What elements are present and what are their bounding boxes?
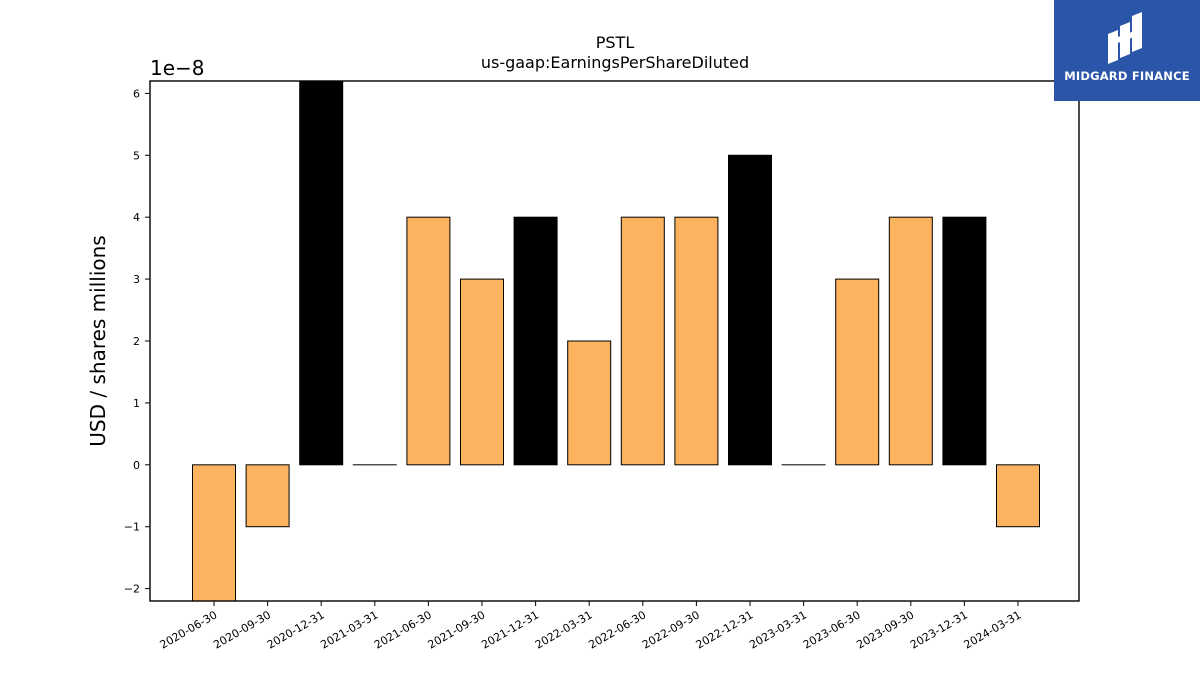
y-tick-label: −1 <box>124 521 140 534</box>
bar-2022-03-31 <box>567 340 612 466</box>
midgard-finance-logo: MIDGARD FINANCE <box>1054 0 1200 101</box>
x-tick-label: 2021-03-31 <box>318 608 380 651</box>
logo-text: MIDGARD FINANCE <box>1064 69 1190 83</box>
x-tick-label: 2024-03-31 <box>962 608 1024 651</box>
x-tick-label: 2020-06-30 <box>158 608 220 651</box>
x-tick-label: 2023-09-30 <box>854 608 916 651</box>
y-tick-label: 2 <box>133 335 140 348</box>
bar-2022-06-30 <box>620 216 665 466</box>
x-tick-label: 2023-12-31 <box>908 608 970 651</box>
x-tick-label: 2022-09-30 <box>640 608 702 651</box>
x-tick-label: 2021-09-30 <box>426 608 488 651</box>
y-axis: −2 −1 0 1 2 3 4 5 6 <box>124 87 150 596</box>
plot-frame <box>149 80 1080 602</box>
midgard-logo-icon <box>1108 12 1142 64</box>
bars-group <box>192 80 1040 602</box>
x-tick-label: 2020-12-31 <box>265 608 327 651</box>
y-tick-label: 5 <box>133 149 140 162</box>
x-tick-label: 2021-06-30 <box>372 608 434 651</box>
bar-2024-03-31 <box>996 464 1040 528</box>
x-tick-label: 2022-06-30 <box>586 608 648 651</box>
y-tick-label: 1 <box>133 397 140 410</box>
y-tick-label: 0 <box>133 459 140 472</box>
x-tick-label: 2023-03-31 <box>747 608 809 651</box>
bar-2022-09-30 <box>674 216 719 466</box>
x-axis: 2020-06-302020-09-302020-12-312021-03-31… <box>158 601 1024 652</box>
bar-2021-06-30 <box>406 216 451 466</box>
y-axis-label: USD / shares millions <box>86 235 110 446</box>
x-tick-label: 2022-03-31 <box>533 608 595 651</box>
bar-2022-12-31 <box>728 154 772 466</box>
x-tick-label: 2021-12-31 <box>479 608 541 651</box>
bar-2021-12-31 <box>513 216 558 466</box>
bar-2023-09-30 <box>888 216 933 466</box>
chart-title: PSTL <box>596 33 635 52</box>
y-tick-label: 6 <box>133 87 140 100</box>
bar-2020-12-31 <box>299 80 344 466</box>
chart-subtitle: us-gaap:EarningsPerShareDiluted <box>481 53 749 72</box>
y-tick-label: 4 <box>133 211 140 224</box>
bar-2020-06-30 <box>192 464 236 602</box>
x-tick-label: 2020-09-30 <box>211 608 273 651</box>
x-tick-label: 2023-06-30 <box>801 608 863 651</box>
bar-2021-09-30 <box>460 278 504 466</box>
bar-2023-12-31 <box>942 216 987 466</box>
y-tick-label: 3 <box>133 273 140 286</box>
bar-2020-09-30 <box>245 464 290 528</box>
y-axis-offset-label: 1e−8 <box>150 56 205 80</box>
x-tick-label: 2022-12-31 <box>694 608 756 651</box>
y-tick-label: −2 <box>124 583 140 596</box>
bar-2023-06-30 <box>835 278 880 466</box>
